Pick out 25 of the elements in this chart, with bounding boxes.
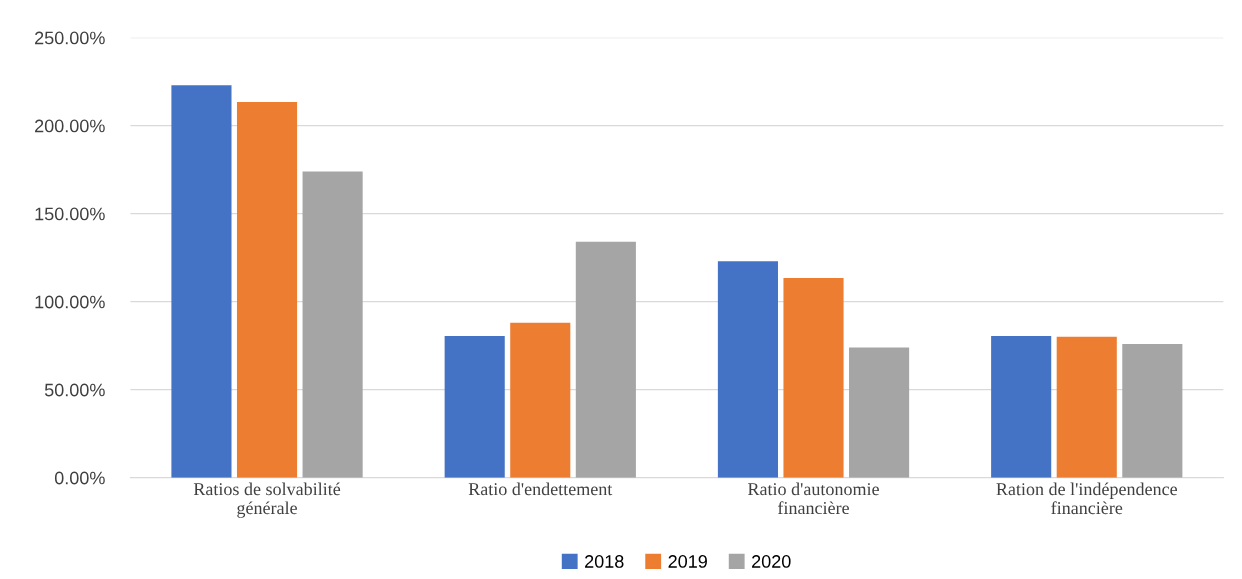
- bar: [783, 277, 844, 478]
- bar: [575, 241, 636, 478]
- y-tick-label: 100.00%: [35, 295, 105, 309]
- bar: [444, 335, 505, 478]
- y-tick-label: 200.00%: [35, 119, 105, 133]
- legend-label: 2019: [668, 555, 707, 568]
- bar: [991, 335, 1052, 478]
- y-tick-label: 150.00%: [35, 207, 105, 221]
- y-tick-label: 50.00%: [44, 383, 105, 397]
- bar: [717, 261, 778, 478]
- y-tick-label: 0.00%: [54, 471, 105, 485]
- bar: [1056, 336, 1117, 478]
- x-tick-label: Ratios de solvabilité générale: [193, 482, 341, 518]
- bar: [849, 347, 910, 478]
- y-tick-label: 250.00%: [35, 31, 105, 45]
- x-tick-label: Ration de l'indépendence financière: [996, 482, 1177, 515]
- bar: [1122, 343, 1183, 478]
- legend-label: 2018: [585, 555, 624, 568]
- x-tick-label: Ratio d'autonomie financière: [747, 482, 879, 515]
- bar: [171, 85, 232, 478]
- bar: [302, 171, 363, 478]
- bar: [236, 101, 298, 478]
- bar: [510, 322, 571, 478]
- legend-label: 2020: [752, 555, 791, 568]
- x-tick-label: Ratio d'endettement: [468, 482, 613, 496]
